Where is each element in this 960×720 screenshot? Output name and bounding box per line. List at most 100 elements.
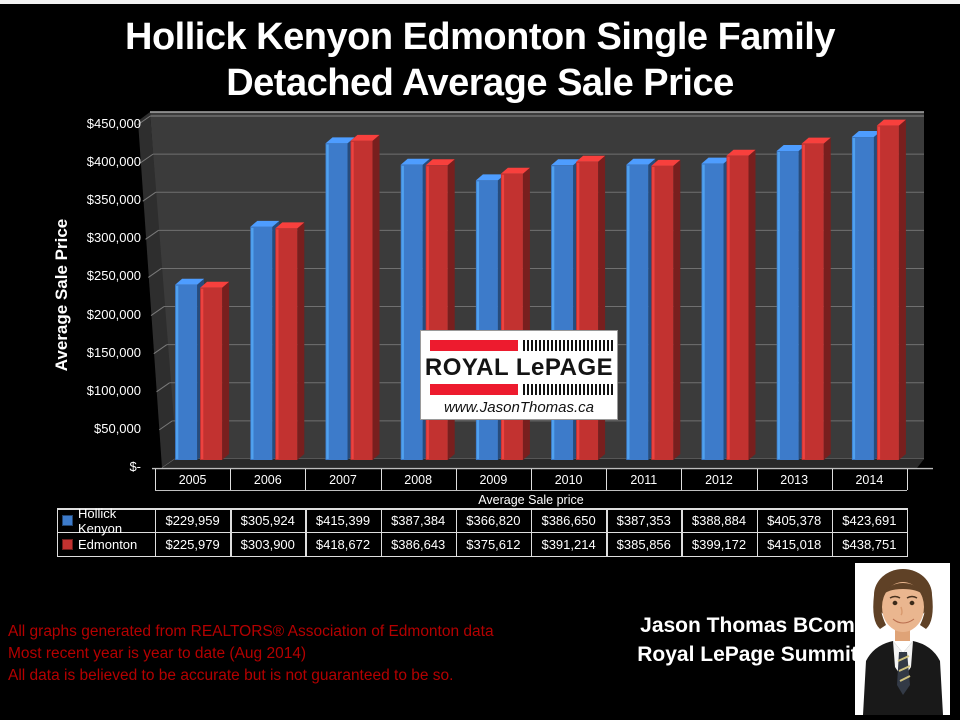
table-value-cell: $405,378 bbox=[767, 513, 822, 528]
category-tick bbox=[455, 469, 457, 490]
y-tick-label: $400,000 bbox=[86, 154, 141, 170]
gridline-side-tick bbox=[156, 382, 170, 393]
table-value-cell: $387,353 bbox=[616, 513, 671, 528]
table-column-divider bbox=[681, 508, 683, 557]
category-tick bbox=[681, 469, 683, 490]
table-value-cell: $387,384 bbox=[391, 513, 446, 528]
top-border-strip bbox=[0, 0, 960, 4]
legend-item-edmonton: Edmonton bbox=[59, 533, 153, 556]
disclaimer-text: All graphs generated from REALTORS® Asso… bbox=[8, 621, 494, 687]
page-title-line2: Detached Average Sale Price bbox=[226, 62, 734, 104]
legend-label: Edmonton bbox=[78, 537, 138, 552]
chart-left-wall bbox=[138, 112, 177, 468]
table-value-cell: $375,612 bbox=[466, 537, 521, 552]
gridline-side-tick bbox=[137, 115, 151, 126]
logo-brand-text: ROYAL LePAGE bbox=[424, 354, 614, 381]
table-value-cell: $366,820 bbox=[466, 513, 521, 528]
bar-edmonton-2014 bbox=[876, 119, 906, 461]
table-value-cell: $229,959 bbox=[165, 513, 220, 528]
table-column-divider bbox=[606, 508, 608, 557]
table-column-divider bbox=[380, 508, 382, 557]
y-tick-label: $350,000 bbox=[86, 192, 141, 208]
table-top-rule bbox=[155, 490, 907, 491]
x-category-label: 2012 bbox=[705, 473, 733, 487]
x-category-label: 2007 bbox=[329, 473, 357, 487]
table-column-divider bbox=[155, 508, 157, 557]
x-axis-title: Average Sale price bbox=[478, 493, 584, 507]
y-tick-label: $100,000 bbox=[86, 382, 141, 398]
category-tick bbox=[230, 469, 232, 490]
agent-info: Jason Thomas BCom Royal LePage Summit bbox=[615, 611, 880, 669]
agent-company: Royal LePage Summit bbox=[637, 643, 858, 666]
page-title: Hollick Kenyon Edmonton Single Family De… bbox=[0, 14, 960, 106]
disclaimer-line: All data is believed to be accurate but … bbox=[8, 667, 454, 684]
category-tick bbox=[155, 469, 156, 490]
logo-red-bar-bottom bbox=[430, 384, 518, 395]
table-column-divider bbox=[531, 508, 533, 557]
table-column-divider bbox=[230, 508, 232, 557]
x-category-label: 2011 bbox=[630, 473, 658, 487]
page-title-line1: Hollick Kenyon Edmonton Single Family bbox=[125, 16, 835, 58]
table-value-cell: $385,856 bbox=[616, 537, 671, 552]
gridline-side-tick bbox=[161, 458, 176, 469]
table-column-divider bbox=[907, 508, 909, 557]
table-value-cell: $391,214 bbox=[541, 537, 596, 552]
bar-hollick-kenyon-2006 bbox=[250, 220, 280, 460]
logo-red-bar-top bbox=[430, 340, 518, 351]
bar-edmonton-2005 bbox=[200, 281, 230, 460]
logo-website: www.JasonThomas.ca bbox=[443, 399, 595, 416]
category-tick bbox=[531, 469, 532, 490]
category-tick bbox=[907, 469, 908, 490]
bar-hollick-kenyon-2011 bbox=[626, 158, 656, 461]
bar-edmonton-2013 bbox=[801, 137, 831, 460]
category-tick bbox=[380, 469, 382, 490]
x-category-label: 2009 bbox=[479, 473, 508, 487]
gridline-side-tick bbox=[153, 344, 168, 355]
x-category-label: 2010 bbox=[554, 473, 583, 487]
agent-headshot-photo bbox=[855, 563, 950, 715]
y-tick-label: $300,000 bbox=[86, 230, 141, 246]
gridline-side-tick bbox=[142, 191, 157, 202]
table-value-cell: $386,643 bbox=[391, 537, 446, 552]
y-tick-label: $200,000 bbox=[86, 306, 141, 322]
table-column-divider bbox=[305, 508, 307, 557]
x-category-label: 2008 bbox=[404, 473, 433, 487]
table-value-cell: $386,650 bbox=[541, 513, 596, 528]
table-value-cell: $399,172 bbox=[691, 537, 747, 552]
table-value-cell: $415,399 bbox=[315, 513, 371, 528]
bar-edmonton-2007 bbox=[350, 134, 380, 460]
bar-hollick-kenyon-2013 bbox=[776, 145, 806, 460]
bar-edmonton-2011 bbox=[651, 159, 681, 461]
gridline-side-tick bbox=[147, 268, 162, 278]
table-column-divider bbox=[831, 508, 834, 557]
table-border-left bbox=[57, 508, 59, 557]
table-value-cell: $303,900 bbox=[240, 537, 295, 552]
category-tick bbox=[756, 469, 758, 490]
logo-stripes-top bbox=[523, 340, 613, 351]
bar-hollick-kenyon-2014 bbox=[851, 131, 881, 461]
y-tick-label: $- bbox=[129, 459, 141, 474]
table-value-cell: $305,924 bbox=[240, 513, 295, 528]
table-value-cell: $388,884 bbox=[691, 513, 747, 528]
royal-lepage-logo: ROYAL LePAGE www.JasonThomas.ca bbox=[420, 330, 618, 420]
gridline-side-tick bbox=[139, 153, 154, 164]
gridline-side-tick bbox=[145, 229, 159, 240]
y-tick-label: $150,000 bbox=[86, 344, 141, 360]
table-value-cell: $423,691 bbox=[842, 513, 897, 528]
category-tick bbox=[305, 469, 307, 490]
headshot-tie bbox=[897, 652, 910, 695]
agent-name: Jason Thomas BCom bbox=[640, 614, 855, 637]
x-category-label: 2014 bbox=[855, 473, 884, 487]
table-value-cell: $438,751 bbox=[842, 537, 897, 552]
legend-label: Hollick Kenyon bbox=[78, 505, 123, 536]
category-tick bbox=[606, 469, 608, 490]
table-border-top bbox=[57, 508, 908, 510]
category-tick bbox=[831, 469, 833, 490]
chart-floor bbox=[162, 459, 924, 468]
disclaimer-line: All graphs generated from REALTORS® Asso… bbox=[8, 623, 494, 640]
table-column-divider bbox=[756, 508, 758, 557]
legend-item-hollick-kenyon: Hollick Kenyon bbox=[59, 506, 153, 536]
y-tick-label: $250,000 bbox=[86, 268, 141, 284]
table-value-cell: $415,018 bbox=[767, 537, 822, 552]
